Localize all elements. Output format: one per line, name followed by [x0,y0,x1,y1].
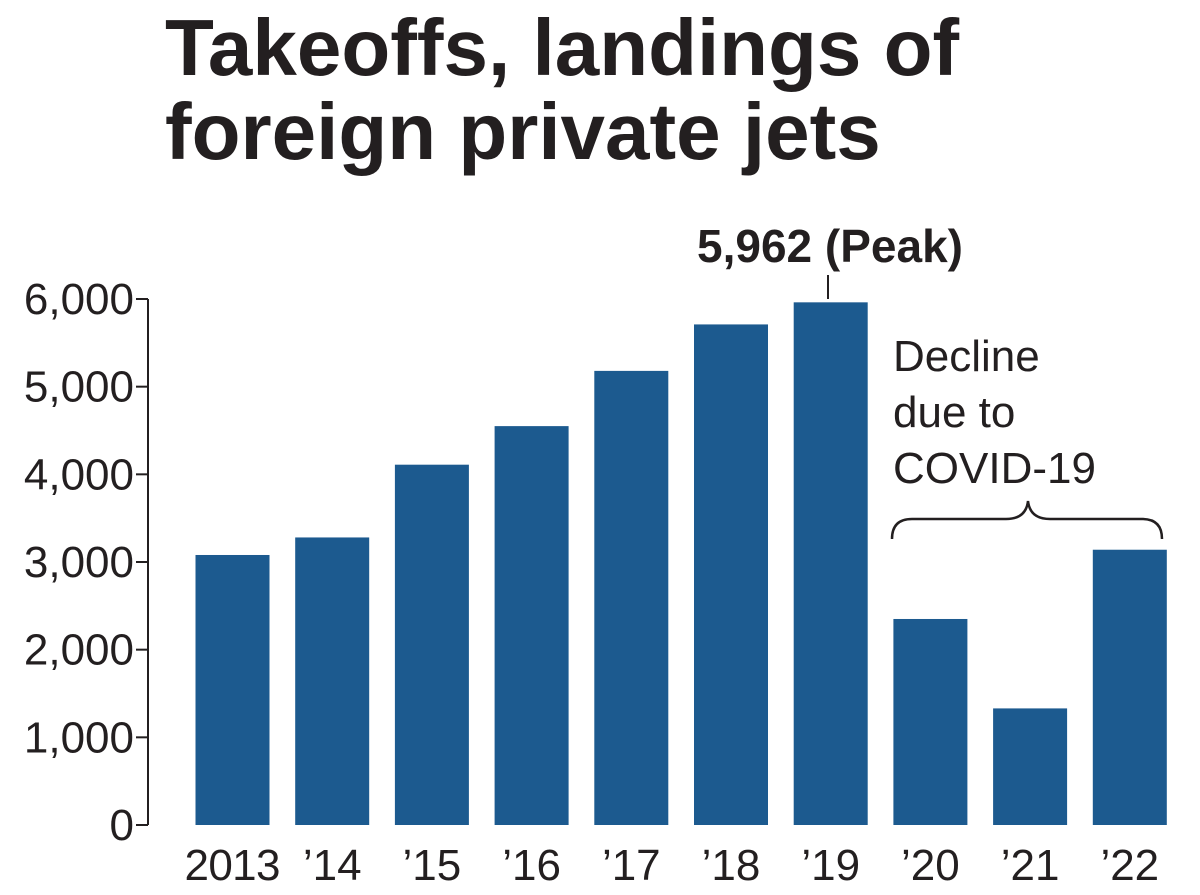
decline-note-line-3: COVID-19 [893,444,1096,493]
bar [993,708,1068,825]
bars [195,302,1167,826]
decline-note-line-1: Decline [893,332,1040,381]
bar [295,537,370,825]
bar [594,370,669,825]
y-tick-label: 1,000 [24,713,134,762]
bar [1092,549,1167,825]
y-tick-label: 5,000 [24,363,134,412]
x-tick-label: ’22 [1100,841,1159,890]
annotations: 5,962 (Peak) Decline due to COVID-19 [697,220,1164,540]
y-tick-label: 0 [110,801,134,850]
y-tick-label: 6,000 [24,275,134,324]
chart-title-line-1: Takeoffs, landings of [165,3,960,92]
decline-note-line-2: due to [893,388,1015,437]
x-tick-label: 2013 [185,841,281,890]
x-tick-label: ’17 [602,841,661,890]
bar [793,302,868,826]
bar [694,324,768,825]
x-tick-label: ’20 [901,841,960,890]
chart-title: Takeoffs, landings of foreign private je… [165,6,959,174]
y-tick-label: 4,000 [24,450,134,499]
decline-brace [890,500,1164,540]
x-axis-labels: 2013 ’14 ’15 ’16 ’17 ’18 ’19 ’20 ’21 ’22 [185,841,1160,890]
bar [195,554,270,825]
chart-title-line-2: foreign private jets [165,87,881,176]
x-tick-label: ’18 [702,841,761,890]
x-tick-label: ’14 [303,841,362,890]
x-tick-label: ’19 [801,841,860,890]
bar [394,464,469,825]
x-tick-label: ’21 [1001,841,1060,890]
bar [494,426,569,825]
peak-annotation: 5,962 (Peak) [697,220,963,272]
y-tick-label: 3,000 [24,538,134,587]
x-tick-label: ’16 [502,841,561,890]
y-tick-label: 2,000 [24,626,134,675]
x-tick-label: ’15 [403,841,462,890]
bar [893,618,968,825]
y-axis: 0 1,000 2,000 3,000 4,000 5,000 6,000 [24,275,149,850]
